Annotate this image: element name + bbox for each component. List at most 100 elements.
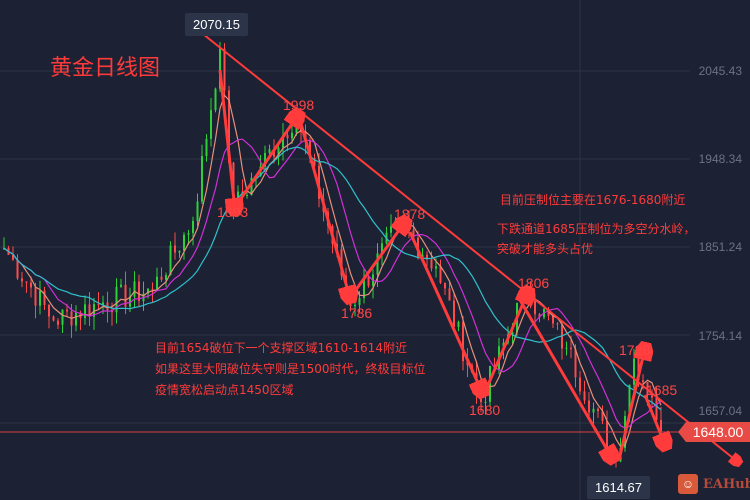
arrow-path — [408, 231, 482, 392]
pivot-label: 1878 — [394, 206, 426, 222]
high-price-label: 2070.15 — [185, 13, 248, 36]
candle-body — [597, 408, 599, 412]
candle-body — [615, 451, 617, 462]
logo-text: EAHub — [703, 476, 750, 492]
candle-body — [444, 282, 446, 289]
arrow-path — [238, 115, 298, 201]
candle-body — [502, 342, 505, 347]
candle-body — [205, 138, 208, 157]
candle-body — [358, 298, 361, 305]
candle-body — [214, 88, 217, 111]
grid — [0, 0, 690, 500]
candle-body — [655, 397, 658, 420]
support-note: 如果这里大阴破位失守则是1500时代，终极目标位 — [155, 362, 426, 376]
candle-body — [25, 281, 28, 283]
candle-body — [178, 250, 181, 253]
arrow-path — [218, 69, 235, 210]
pivot-label: 1685 — [646, 382, 678, 398]
candle-body — [273, 149, 275, 157]
annotation-arrows — [0, 29, 738, 462]
candle-body — [174, 245, 176, 253]
candle-body — [102, 302, 104, 305]
arrow-path — [643, 394, 665, 445]
pivot-label: 1998 — [283, 97, 315, 113]
ma20-line — [3, 146, 662, 411]
candle-body — [588, 400, 590, 413]
candle-body — [286, 135, 289, 139]
candle-body — [250, 177, 253, 196]
candle-body — [120, 284, 122, 287]
resistance-note: 目前压制位主要在1676-1680附近 — [500, 193, 686, 207]
candle-body — [376, 253, 379, 275]
candle-body — [196, 201, 199, 221]
candle-body — [363, 276, 365, 299]
arrow-path — [617, 348, 645, 461]
candle-body — [439, 266, 442, 283]
candle-body — [570, 347, 572, 350]
candle-body — [552, 315, 554, 324]
candle-body — [313, 158, 316, 166]
candle-body — [84, 304, 86, 318]
candle-body — [115, 286, 118, 313]
y-tick: 1754.14 — [698, 329, 742, 343]
candle-body — [169, 245, 172, 276]
candle-body — [165, 275, 167, 280]
candle-body — [133, 281, 136, 297]
y-tick: 2045.43 — [698, 64, 742, 78]
candle-body — [408, 221, 410, 230]
candle-body — [264, 152, 266, 167]
candle-body — [138, 281, 140, 302]
candle-body — [187, 233, 190, 235]
candle-body — [651, 395, 653, 398]
robot-icon: ☺ — [678, 474, 698, 494]
ma5-line — [3, 94, 662, 448]
resistance-note: 突破才能多头占优 — [497, 242, 594, 256]
candle-body — [21, 278, 23, 282]
chart-title: 黄金日线图 — [50, 56, 161, 81]
arrow-path — [348, 222, 405, 299]
candle-body — [390, 226, 392, 233]
candle-body — [511, 332, 514, 335]
low-price-label: 1614.67 — [587, 476, 650, 499]
ma10-line — [3, 138, 662, 429]
candle-body — [61, 309, 64, 325]
candle-body — [201, 156, 203, 202]
candle-body — [228, 90, 230, 163]
candle-body — [606, 421, 608, 451]
candle-body — [484, 401, 487, 403]
candle-body — [291, 132, 293, 139]
candle-body — [192, 220, 194, 234]
candle-body — [448, 288, 451, 301]
candle-body — [16, 259, 19, 279]
candle-body — [30, 282, 32, 288]
candle-body — [453, 300, 455, 327]
candle-body — [183, 234, 185, 251]
candle-body — [129, 296, 131, 307]
candle-body — [610, 450, 613, 452]
candle-body — [538, 314, 541, 318]
candle-body — [601, 411, 604, 422]
candle-body — [547, 308, 550, 316]
pivot-label: 1806 — [518, 275, 550, 291]
candle-body — [421, 254, 424, 258]
candle-body — [52, 316, 55, 321]
candle-body — [66, 309, 68, 312]
candle-body — [97, 304, 100, 306]
candle-body — [565, 347, 568, 349]
candle-body — [633, 358, 635, 385]
y-tick: 1948.34 — [698, 152, 742, 166]
pivot-label: 1786 — [341, 305, 373, 321]
candle-body — [457, 321, 460, 327]
pivot-label: 1728 — [619, 342, 651, 358]
candle-body — [88, 304, 91, 317]
candle-body — [34, 287, 37, 306]
candle-body — [435, 266, 437, 269]
candle-body — [430, 259, 433, 269]
candle-body — [660, 419, 662, 432]
candle-body — [39, 290, 41, 306]
candle-body — [151, 288, 154, 290]
candle-body — [93, 304, 95, 317]
current-price-tag: 1648.00 — [678, 422, 750, 442]
candle-body — [223, 48, 226, 91]
